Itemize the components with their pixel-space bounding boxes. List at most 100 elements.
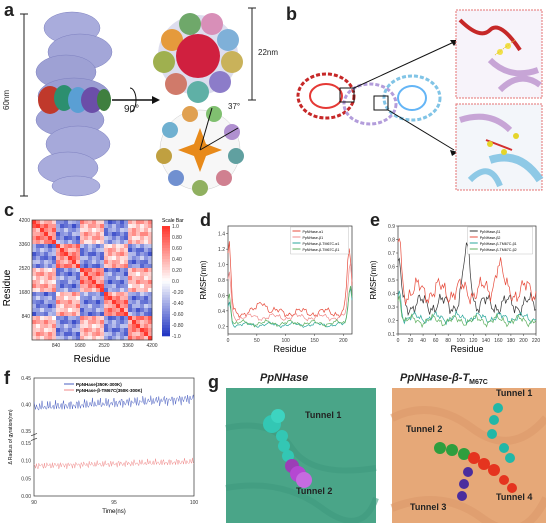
heatmap-cell xyxy=(48,320,53,325)
heatmap-cell xyxy=(112,308,117,313)
heatmap-cell xyxy=(80,248,85,253)
heatmap-cell xyxy=(44,308,49,313)
heatmap-cell xyxy=(140,280,145,285)
heatmap-cell xyxy=(40,324,45,329)
y-tick-label: 0.4 xyxy=(388,292,395,298)
heatmap-cell xyxy=(128,248,133,253)
heatmap-cell xyxy=(48,336,53,341)
heatmap-cell xyxy=(148,264,153,269)
heatmap-cell xyxy=(60,264,65,269)
series-line xyxy=(227,288,353,329)
heatmap-cell xyxy=(132,240,137,245)
heatmap-cell xyxy=(112,292,117,297)
heatmap-cell xyxy=(60,308,65,313)
heatmap-cell xyxy=(144,312,149,317)
heatmap-cell xyxy=(116,284,121,289)
heatmap-cell xyxy=(56,252,61,257)
heatmap-cell xyxy=(68,324,73,329)
x-tick-label: 60 xyxy=(433,338,439,344)
heatmap-cell xyxy=(44,244,49,249)
heatmap-cell xyxy=(80,336,85,341)
heatmap-cell xyxy=(36,316,41,321)
heatmap-cell xyxy=(144,248,149,253)
heatmap-cell xyxy=(140,308,145,313)
heatmap-cell xyxy=(64,264,69,269)
heatmap-cell xyxy=(116,268,121,273)
heatmap-cell xyxy=(144,264,149,269)
heatmap-cell xyxy=(56,304,61,309)
heatmap-cell xyxy=(72,276,77,281)
heatmap-cell xyxy=(72,292,77,297)
heatmap-x-tick: 2520 xyxy=(98,343,109,349)
cross-section-structure xyxy=(156,106,244,196)
heatmap-cell xyxy=(72,312,77,317)
heatmap-cell xyxy=(52,268,57,273)
heatmap-cell xyxy=(96,224,101,229)
heatmap-cell xyxy=(76,332,81,337)
heatmap-cell xyxy=(140,220,145,225)
heatmap-cell xyxy=(144,224,149,229)
heatmap-cell xyxy=(64,232,69,237)
scale-bar-tick: -1.0 xyxy=(172,334,181,340)
heatmap-cell xyxy=(104,324,109,329)
heatmap-cell xyxy=(76,240,81,245)
heatmap-cell xyxy=(100,336,105,341)
heatmap-cell xyxy=(84,224,89,229)
heatmap-cell xyxy=(104,308,109,313)
heatmap-cell xyxy=(132,228,137,233)
heatmap-cell xyxy=(40,304,45,309)
heatmap-cell xyxy=(144,220,149,225)
heatmap-cell xyxy=(104,304,109,309)
heatmap-cell xyxy=(56,316,61,321)
heatmap-cell xyxy=(32,272,37,277)
heatmap-cell xyxy=(124,300,129,305)
scale-bar xyxy=(162,226,170,337)
heatmap-cell xyxy=(124,320,129,325)
heatmap-cell xyxy=(128,224,133,229)
heatmap-cell xyxy=(76,244,81,249)
heatmap-cell xyxy=(140,296,145,301)
heatmap-cell xyxy=(72,284,77,289)
heatmap-cell xyxy=(84,284,89,289)
heatmap-cell xyxy=(40,256,45,261)
heatmap-cell xyxy=(52,264,57,269)
heatmap-cell xyxy=(32,312,37,317)
heatmap-cell xyxy=(92,260,97,265)
heatmap-cell xyxy=(84,328,89,333)
heatmap-cell xyxy=(112,240,117,245)
heatmap-cell xyxy=(32,288,37,293)
heatmap-cell xyxy=(148,252,153,257)
tunnel-right-3 xyxy=(457,467,473,501)
heatmap-cell xyxy=(56,280,61,285)
heatmap-cell xyxy=(148,220,153,225)
heatmap-cell xyxy=(52,256,57,261)
heatmap-cell xyxy=(64,292,69,297)
plot-frame xyxy=(33,377,195,497)
heatmap-cell xyxy=(108,288,113,293)
heatmap-cell xyxy=(68,228,73,233)
heatmap-cell xyxy=(136,256,141,261)
heatmap-cell xyxy=(56,220,61,225)
heatmap-cell xyxy=(56,232,61,237)
scale-bar-segment xyxy=(162,239,170,243)
heatmap-cell xyxy=(140,260,145,265)
heatmap-cell xyxy=(108,244,113,249)
heatmap-cell xyxy=(100,268,105,273)
heatmap-cell xyxy=(112,260,117,265)
heatmap-cell xyxy=(148,324,153,329)
heatmap-cell xyxy=(36,240,41,245)
g-left-title-text: PpNHase xyxy=(260,372,309,384)
panel-c-letter: c xyxy=(4,200,15,220)
heatmap-cell xyxy=(76,256,81,261)
heatmap-cell xyxy=(128,296,133,301)
heatmap-cell xyxy=(92,280,97,285)
heatmap-cell xyxy=(100,232,105,237)
heatmap-cell xyxy=(56,244,61,249)
heatmap-cell xyxy=(36,236,41,241)
heatmap-y-tick: 1680 xyxy=(19,290,30,296)
heatmap-cell xyxy=(120,240,125,245)
heatmap-cell xyxy=(68,272,73,277)
heatmap-cell xyxy=(104,312,109,317)
heatmap-cell xyxy=(84,288,89,293)
heatmap-cell xyxy=(40,300,45,305)
